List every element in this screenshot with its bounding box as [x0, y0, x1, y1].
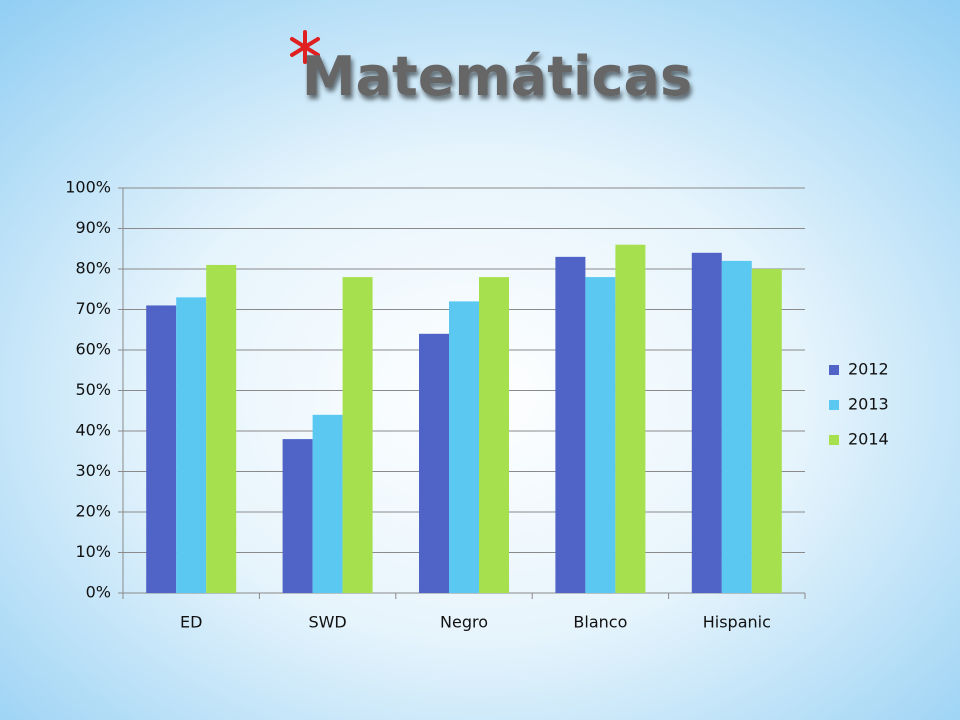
legend-label: 2014 [848, 430, 889, 449]
y-tick-label: 10% [75, 542, 111, 561]
legend-swatch [829, 365, 839, 375]
bar [691, 252, 722, 594]
bar [721, 260, 752, 593]
y-tick-label: 50% [75, 380, 111, 399]
bar [176, 297, 207, 593]
bar [751, 269, 782, 593]
y-tick-label: 40% [75, 421, 111, 440]
bar [206, 264, 237, 593]
legend-swatch [829, 435, 839, 445]
bar [282, 439, 313, 593]
y-tick-label: 60% [75, 340, 111, 359]
bar [419, 333, 449, 593]
y-tick-label: 70% [75, 299, 111, 318]
x-tick-label: Blanco [573, 613, 627, 632]
y-tick-label: 90% [75, 218, 111, 237]
x-tick-label: ED [180, 613, 202, 632]
bar [312, 414, 343, 593]
x-tick-label: Negro [440, 613, 488, 632]
legend-label: 2012 [848, 360, 889, 379]
x-tick-label: Hispanic [703, 613, 771, 632]
bar [479, 277, 509, 593]
legend-swatch [829, 400, 839, 410]
bar [449, 301, 479, 593]
y-tick-label: 20% [75, 502, 111, 521]
y-tick-label: 100% [65, 178, 111, 197]
legend-label: 2013 [848, 395, 889, 414]
bar [555, 256, 586, 593]
y-tick-label: 30% [75, 461, 111, 480]
x-tick-label: SWD [308, 613, 346, 632]
y-tick-label: 0% [86, 583, 111, 602]
bar [615, 244, 646, 593]
bullet-asterisk [290, 30, 320, 64]
bar [146, 305, 177, 593]
bar [585, 277, 616, 593]
y-tick-label: 80% [75, 259, 111, 278]
bar [342, 277, 373, 593]
chart-title: Matemáticas [302, 45, 692, 108]
